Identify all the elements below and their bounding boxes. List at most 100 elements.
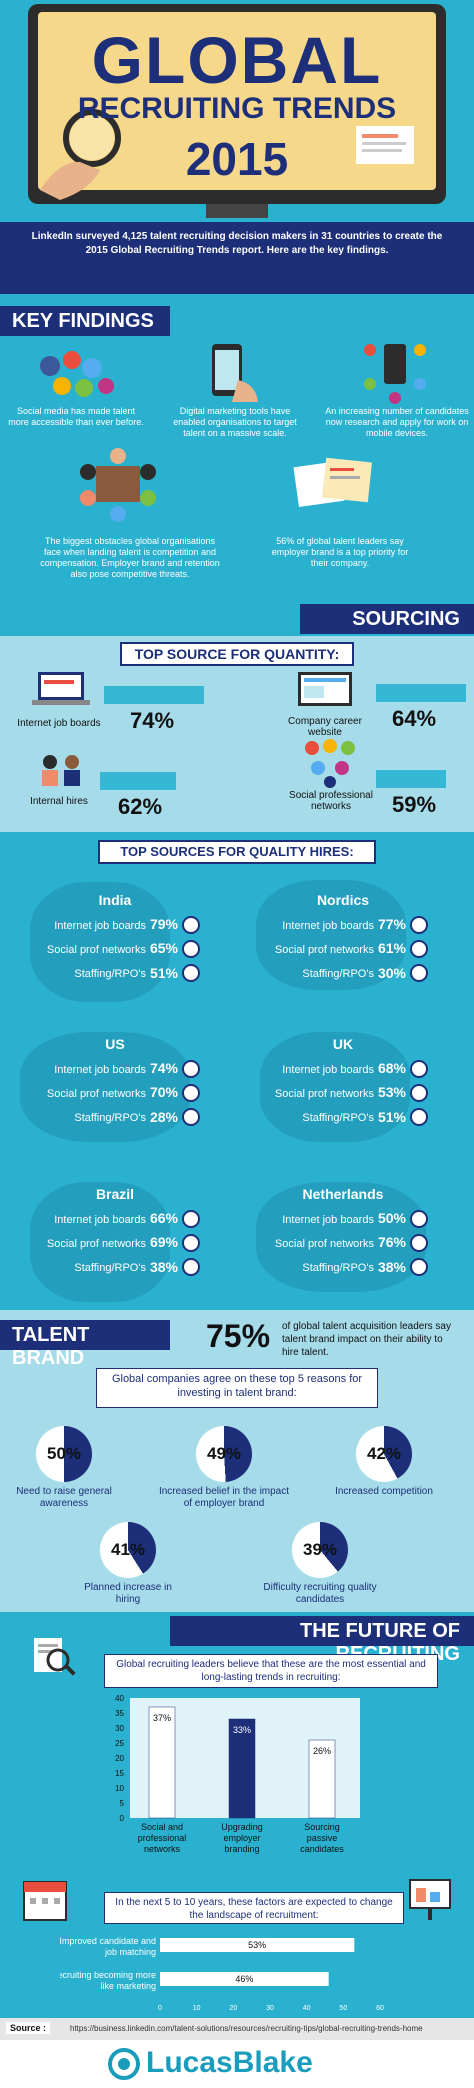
staffing-icon xyxy=(410,1258,428,1277)
region-row-pct: 38% xyxy=(377,1258,406,1275)
title-main: GLOBAL xyxy=(91,23,383,97)
region-block: Nordics Internet job boards 77% Social prof… xyxy=(258,892,428,983)
chart1-ytick: 30 xyxy=(115,1724,124,1733)
quantity-pct-2: 64% xyxy=(392,706,437,731)
region-row: Internet job boards 74% xyxy=(30,1060,200,1078)
magnifier-document-icon xyxy=(34,1638,76,1676)
region-block: India Internet job boards 79% Social prof n… xyxy=(30,892,200,983)
chart1-heading: Global recruiting leaders believe that t… xyxy=(104,1654,438,1688)
region-row: Internet job boards 79% xyxy=(30,916,200,934)
talent-brand-stat: 75% xyxy=(206,1318,271,1354)
region-name: US xyxy=(105,1036,125,1052)
region-map-shape xyxy=(256,880,406,990)
chart2-xtick: 20 xyxy=(229,2005,237,2012)
chart2-bar xyxy=(160,1938,355,1952)
region-row-pct: 30% xyxy=(377,964,406,981)
region-row-label: Internet job boards xyxy=(282,1064,374,1077)
region-row-pct: 70% xyxy=(149,1084,178,1101)
region-row-pct: 38% xyxy=(149,1258,178,1275)
staffing-icon xyxy=(410,1108,428,1127)
region-row-label: Social prof networks xyxy=(46,1088,146,1101)
chart1-ytick: 40 xyxy=(115,1694,124,1703)
region-row-label: Social prof networks xyxy=(274,944,374,957)
region-row: Social prof networks 61% xyxy=(258,940,428,959)
title-subtitle: RECRUITING TRENDS xyxy=(77,92,397,125)
laptop-icon xyxy=(410,916,428,934)
staffing-icon xyxy=(182,1258,200,1277)
region-row: Staffing/RPO's 30% xyxy=(258,964,428,983)
social-network-icon xyxy=(410,1084,428,1103)
chart1-ytick: 25 xyxy=(115,1739,124,1748)
region-row-label: Social prof networks xyxy=(46,1238,146,1251)
region-row-pct: 79% xyxy=(149,916,178,933)
finding-text-4: The biggest obstacles global organisatio… xyxy=(40,536,220,579)
chart2-bar xyxy=(160,1972,329,1986)
smartphone-hand-icon xyxy=(198,340,268,404)
region-row: Social prof networks 65% xyxy=(30,940,200,959)
region-row: Social prof networks 53% xyxy=(258,1084,428,1103)
quantity-bar-3 xyxy=(100,772,176,790)
reason-label: Increased competition xyxy=(335,1486,433,1497)
talent-brand-section: TALENT BRAND 75% of global talent acquis… xyxy=(0,1310,474,1612)
quality-heading: TOP SOURCES FOR QUALITY HIRES: xyxy=(98,840,376,864)
social-network-icon xyxy=(182,1234,200,1253)
region-row: Internet job boards 50% xyxy=(258,1210,428,1228)
region-row: Internet job boards 68% xyxy=(258,1060,428,1078)
reason-pct: 49% xyxy=(206,1444,242,1463)
region-row-label: Social prof networks xyxy=(274,1088,374,1101)
laptop-icon xyxy=(182,1210,200,1228)
region-row-pct: 51% xyxy=(377,1108,406,1125)
documents-icon xyxy=(290,454,380,520)
region-row: Staffing/RPO's 38% xyxy=(30,1258,200,1277)
mobile-network-icon xyxy=(360,338,430,406)
regions-container: India Internet job boards 79% Social prof n… xyxy=(0,832,474,1310)
finding-text-1: Social media has made talent more access… xyxy=(8,406,144,427)
region-row: Staffing/RPO's 51% xyxy=(30,964,200,983)
reason-pct: 42% xyxy=(366,1444,402,1463)
region-row: Staffing/RPO's 51% xyxy=(258,1108,428,1127)
region-map-shape xyxy=(256,1182,426,1292)
region-row-pct: 69% xyxy=(149,1234,178,1251)
sourcing-section: TOP SOURCE FOR QUANTITY: Internet job bo… xyxy=(0,636,474,832)
chart1-ytick: 0 xyxy=(120,1814,125,1823)
staffing-icon xyxy=(410,964,428,983)
finding-text-5: 56% of global talent leaders say employe… xyxy=(271,536,409,568)
quantity-bar-2 xyxy=(376,684,466,702)
region-row: Internet job boards 77% xyxy=(258,916,428,934)
social-network-icon xyxy=(182,1084,200,1103)
region-block: UK Internet job boards 68% Social prof netw… xyxy=(258,1036,428,1127)
reasons-heading: Global companies agree on these top 5 re… xyxy=(96,1368,378,1408)
region-name: India xyxy=(98,892,132,908)
laptop-icon xyxy=(32,672,90,705)
region-block: Brazil Internet job boards 66% Social prof … xyxy=(30,1186,200,1277)
chart1-bar xyxy=(228,1718,256,1819)
region-row: Staffing/RPO's 28% xyxy=(30,1108,200,1127)
chart1-ytick: 10 xyxy=(115,1784,124,1793)
chart2-category-label: Recruiting becoming more like marketing xyxy=(60,1970,156,1991)
quantity-label-2: Company career website xyxy=(288,716,362,738)
social-network-icon xyxy=(182,940,200,959)
future-heading: THE FUTURE OF RECRUITING xyxy=(170,1616,474,1665)
region-block: Netherlands Internet job boards 50% Social … xyxy=(258,1186,428,1277)
source-url[interactable]: https://business.linkedin.com/talent-sol… xyxy=(70,2024,423,2033)
region-map-shape xyxy=(260,1032,410,1142)
chart2-xtick: 40 xyxy=(303,2005,311,2012)
chart1-category-label: Sourcing passive candidates xyxy=(300,1822,344,1854)
chart1-bar-label: 26% xyxy=(313,1746,331,1756)
reason-donut xyxy=(356,1426,412,1482)
chart2-bar-label: 53% xyxy=(248,1940,266,1950)
finding-text-2: Digital marketing tools have enabled org… xyxy=(173,406,297,438)
region-row-pct: 74% xyxy=(149,1060,178,1077)
chart2-xtick: 0 xyxy=(158,2005,162,2012)
region-row-pct: 28% xyxy=(149,1108,178,1125)
region-name: Nordics xyxy=(316,892,370,908)
laptop-icon xyxy=(182,916,200,934)
reason-pct: 41% xyxy=(110,1540,146,1559)
reason-pct: 50% xyxy=(46,1444,82,1463)
key-findings-heading: KEY FINDINGS xyxy=(0,306,170,336)
quantity-pct-3: 62% xyxy=(118,794,163,819)
region-row-pct: 68% xyxy=(377,1060,406,1077)
region-map-shape xyxy=(20,1032,190,1142)
region-row-label: Internet job boards xyxy=(282,1214,374,1227)
talent-brand-stat-text: of global talent acquisition leaders say… xyxy=(282,1321,451,1358)
